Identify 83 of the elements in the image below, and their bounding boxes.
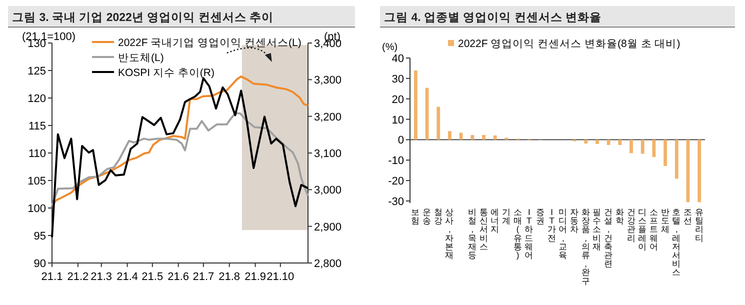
legend-label: 2022F 영업이익 컨센서스 변화율(8월 초 대비) [458, 38, 680, 50]
x-tick-label: 조선 [683, 207, 692, 226]
y-tick-label: 30 [392, 73, 404, 86]
x-tick-label: 상사,자본재 [445, 207, 454, 260]
bar [698, 140, 702, 202]
bar [618, 140, 622, 145]
y-tick-label: 110 [28, 148, 46, 160]
bar [459, 132, 463, 140]
bar [630, 140, 633, 154]
y-tick-label: -30 [388, 196, 404, 208]
x-tick-label: 필수소비재 [592, 207, 602, 252]
x-tick-label: 21.10 [266, 271, 294, 283]
legend-label: 2022F 국내기업 영업이익 컨센서스(L) [118, 37, 302, 49]
y2-tick-label: 3,200 [314, 111, 342, 124]
y-tick-label: 115 [28, 120, 46, 132]
x-tick-label: 호텔,레저서비스 [672, 207, 682, 278]
bar [652, 140, 656, 158]
chart-title: 그림 4. 업종별 영업이익 컨센서스 변화율 [384, 11, 602, 24]
x-tick-label: 통신서비스 [479, 207, 488, 252]
legend-label: KOSPI 지수 추이(R) [118, 67, 215, 79]
y2-tick-label: 2,900 [314, 221, 342, 234]
line-series [51, 77, 309, 238]
y-axis-title: (%) [382, 42, 398, 53]
x-tick-label: 운송 [422, 207, 432, 226]
x-tick-label: 21.8 [218, 271, 240, 283]
y-tick-label: 20 [392, 94, 404, 106]
x-tick-label: 21.4 [116, 271, 138, 283]
category-label: 화장품,의류,완구 [581, 207, 590, 286]
x-tick-label: 기계 [502, 207, 511, 226]
chart-title: 그림 3. 국내 기업 2022년 영업이익 컨센서스 추이 [12, 11, 274, 24]
bar [584, 140, 588, 144]
bar [436, 106, 440, 140]
x-tick-label: 에너지 [490, 207, 500, 234]
y2-tick-label: 3,300 [314, 74, 342, 87]
y-tick-label: 40 [392, 53, 404, 65]
bar [596, 140, 599, 144]
x-tick-label: 21.2 [67, 271, 89, 283]
y2-tick-label: 3,000 [314, 184, 342, 197]
bar [640, 140, 644, 154]
x-tick-label: 화학 [615, 207, 624, 226]
x-tick-label: 21.3 [90, 271, 112, 283]
x-tick-label: 반도체 [660, 207, 670, 234]
x-tick-label: 미디어,교육 [558, 207, 568, 260]
x-tick-label: 소프트웨어 [649, 207, 658, 252]
x-tick-label: 21.5 [142, 271, 164, 283]
bar [664, 140, 667, 166]
x-tick-label: 소매(유통) [513, 207, 522, 260]
x-tick-label: IT하드웨어 [524, 207, 534, 260]
x-tick-label: 건강관리 [626, 207, 636, 243]
x-tick-label: 21.7 [192, 271, 214, 283]
x-tick-label: 건설,건축관련 [604, 207, 614, 269]
x-tick-label: 증권 [536, 207, 545, 226]
bar [493, 135, 497, 140]
y-tick-label: 120 [28, 93, 46, 105]
y-tick-label: 105 [28, 176, 46, 188]
x-tick-label: 자동차 [570, 207, 580, 234]
y-tick-label: -10 [388, 155, 404, 168]
bar [414, 70, 418, 140]
x-tick-label: IT가전 [547, 207, 556, 243]
y-tick-label: 125 [28, 66, 46, 78]
legend-label: 반도체(L) [118, 52, 164, 64]
x-tick-label: 21.1 [41, 271, 63, 283]
y2-tick-label: 3,100 [314, 148, 342, 160]
x-tick-label: 비철,목재등 [468, 207, 477, 260]
y-tick-label: 10 [392, 114, 404, 126]
line-series [51, 112, 309, 207]
x-tick-label: 보험 [411, 207, 420, 226]
y-tick-label: 0 [398, 134, 404, 147]
x-tick-label: 21.6 [168, 271, 190, 283]
bar [606, 140, 610, 145]
x-tick-label: 디스플레이 [638, 207, 648, 252]
y-tick-label: 95 [34, 230, 46, 242]
bar [448, 131, 452, 140]
y-tick-label: -20 [388, 176, 404, 188]
y-tick-label: 100 [28, 203, 46, 215]
y-tick-label: 90 [34, 258, 46, 270]
x-tick-label: 유틸리티 [694, 207, 704, 243]
bar [674, 140, 678, 179]
y2-tick-label: 2,800 [314, 258, 342, 270]
bar [482, 134, 486, 140]
bar [470, 134, 474, 140]
x-tick-label: 21.9 [244, 271, 266, 283]
x-tick-label: 철강 [434, 207, 443, 226]
